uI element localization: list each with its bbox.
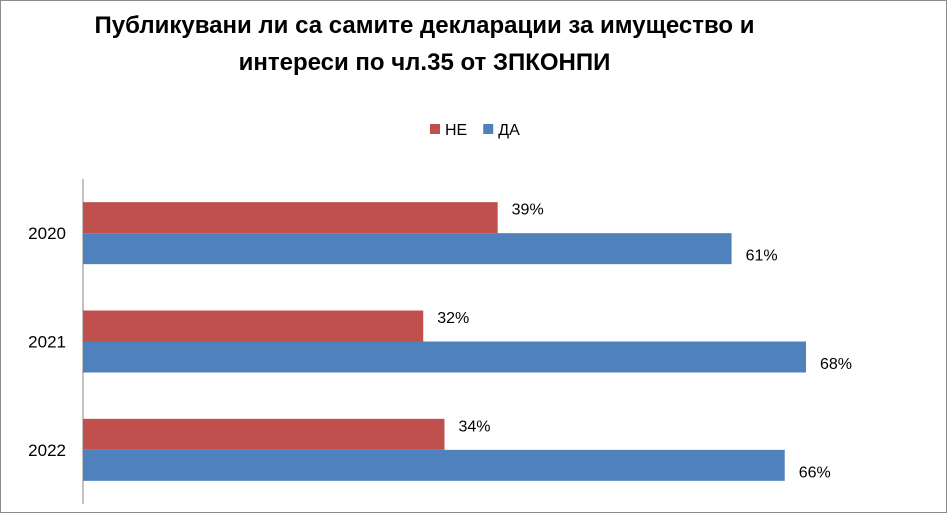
bar-1-2 (83, 449, 785, 481)
data-label-1-1: 68% (820, 356, 852, 373)
category-label-1: 2021 (28, 333, 66, 352)
bar-1-0 (83, 233, 732, 265)
chart-title: Публикувани ли са самите декларации за и… (1, 7, 848, 81)
bar-0-1 (83, 310, 424, 342)
data-label-0-1: 32% (437, 310, 469, 327)
bar-0-0 (83, 202, 498, 234)
data-label-1-2: 66% (799, 464, 831, 481)
category-label-2: 2022 (28, 441, 66, 460)
category-label-0: 2020 (28, 224, 66, 243)
legend-swatch-1 (483, 124, 494, 134)
data-label-1-0: 61% (746, 248, 778, 265)
legend-label-1: ДА (498, 122, 520, 139)
chart-title-line-1: Публикувани ли са самите декларации за и… (94, 12, 755, 39)
legend-label-0: НЕ (445, 122, 467, 139)
bar-0-2 (83, 418, 445, 450)
bar-1-1 (83, 341, 806, 373)
chart-title-line-2: интереси по чл.35 от ЗПКОНПИ (238, 49, 611, 76)
legend-swatch-0 (430, 124, 440, 134)
data-label-0-2: 34% (459, 418, 491, 435)
data-label-0-0: 39% (512, 202, 544, 219)
